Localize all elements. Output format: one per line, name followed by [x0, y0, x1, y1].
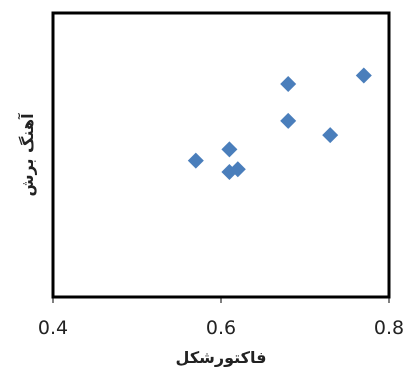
data-point-7 — [355, 67, 372, 84]
y-axis-title: آهنگ برش — [17, 113, 37, 197]
data-point-3 — [229, 161, 246, 178]
plot-frame — [51, 11, 391, 299]
data-point-5 — [280, 76, 297, 92]
data-point-4 — [280, 112, 297, 129]
x-axis-title: فاکتورشکل — [176, 348, 267, 367]
data-point-6 — [322, 127, 339, 144]
x-tick-label-2: 0.8 — [374, 317, 404, 339]
data-point-1 — [221, 141, 238, 158]
x-tick-label-0: 0.4 — [38, 317, 68, 339]
x-axis-ticks: 0.4 0.6 0.8 — [38, 297, 404, 339]
data-point-0 — [187, 152, 204, 169]
x-tick-label-1: 0.6 — [206, 317, 236, 339]
data-points — [187, 67, 372, 181]
